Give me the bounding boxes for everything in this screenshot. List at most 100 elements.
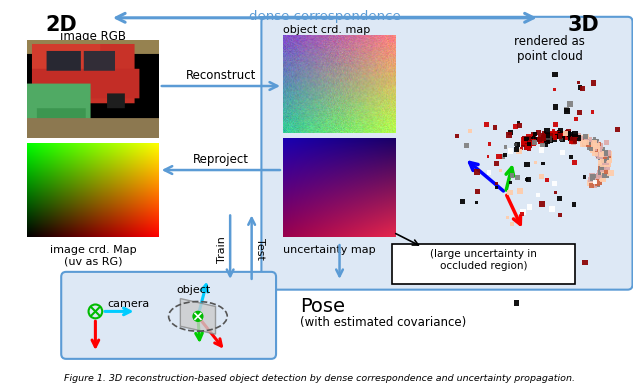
Point (604, 156, 614, 162)
Point (495, 167, 506, 174)
Point (593, 147, 603, 153)
Point (492, 184, 502, 190)
Point (573, 135, 583, 141)
Point (465, 128, 476, 134)
Point (565, 101, 575, 107)
Point (543, 139, 553, 145)
Point (524, 139, 534, 146)
Point (554, 133, 564, 139)
Point (525, 139, 535, 146)
Point (590, 143, 600, 149)
Point (541, 136, 552, 142)
Point (511, 300, 522, 306)
Point (589, 139, 600, 146)
Point (591, 146, 601, 152)
Point (494, 153, 504, 159)
Point (568, 137, 579, 143)
Point (573, 133, 583, 139)
Point (457, 199, 467, 205)
Point (592, 181, 602, 187)
Point (547, 132, 557, 138)
Point (549, 134, 559, 141)
Text: image crd. Map
(uv as RG): image crd. Map (uv as RG) (50, 245, 136, 267)
Point (592, 178, 602, 184)
Point (596, 176, 607, 182)
Point (594, 173, 604, 179)
Point (547, 206, 557, 212)
Point (569, 159, 579, 166)
Point (525, 134, 535, 141)
Point (566, 139, 576, 145)
Point (602, 157, 612, 164)
Point (518, 140, 529, 146)
Point (557, 136, 568, 142)
Point (554, 133, 564, 139)
Point (582, 136, 592, 142)
Point (563, 129, 573, 135)
Point (595, 153, 605, 159)
Point (593, 179, 603, 185)
Point (514, 148, 524, 154)
Point (512, 174, 522, 180)
Point (568, 136, 578, 142)
Point (595, 141, 605, 147)
Text: object crd. map
(xyz as RGB): object crd. map (xyz as RGB) (283, 25, 370, 46)
Point (519, 137, 529, 143)
Point (525, 140, 535, 146)
Point (601, 169, 611, 175)
Text: image RGB: image RGB (60, 30, 126, 43)
Point (492, 160, 502, 166)
Point (563, 131, 573, 137)
Text: Reconstruct: Reconstruct (186, 69, 256, 82)
Point (515, 122, 525, 129)
Point (564, 134, 575, 141)
Point (492, 180, 502, 187)
Point (566, 154, 576, 160)
Point (529, 137, 540, 144)
Point (589, 141, 599, 147)
Point (588, 109, 598, 115)
Point (597, 172, 607, 178)
Point (518, 140, 528, 146)
Point (599, 162, 609, 168)
Point (586, 176, 596, 182)
Point (538, 132, 548, 139)
Point (600, 159, 611, 165)
Point (591, 141, 601, 147)
Point (594, 147, 604, 153)
Point (604, 157, 614, 163)
Point (550, 189, 561, 195)
Point (594, 150, 604, 156)
Point (554, 195, 564, 202)
Text: (large uncertainty in
occluded region): (large uncertainty in occluded region) (430, 249, 537, 271)
Point (590, 179, 600, 185)
Point (596, 170, 607, 176)
Point (502, 214, 513, 220)
Point (589, 136, 600, 142)
Point (604, 150, 614, 156)
Point (518, 209, 528, 215)
Point (549, 86, 559, 93)
Point (584, 136, 594, 142)
Point (511, 124, 521, 130)
Point (567, 135, 577, 141)
Point (601, 169, 611, 175)
Point (612, 127, 623, 133)
Point (522, 176, 532, 182)
Point (586, 182, 596, 189)
Point (602, 153, 612, 159)
Point (571, 116, 581, 122)
Point (567, 135, 577, 141)
Point (536, 138, 546, 144)
Point (594, 179, 604, 185)
Point (540, 136, 550, 142)
Point (593, 172, 603, 179)
Point (550, 133, 561, 139)
Point (599, 172, 609, 178)
Point (472, 188, 483, 194)
Point (598, 151, 608, 157)
Point (589, 145, 600, 151)
Point (596, 173, 606, 179)
Point (580, 174, 590, 180)
Point (555, 212, 565, 218)
